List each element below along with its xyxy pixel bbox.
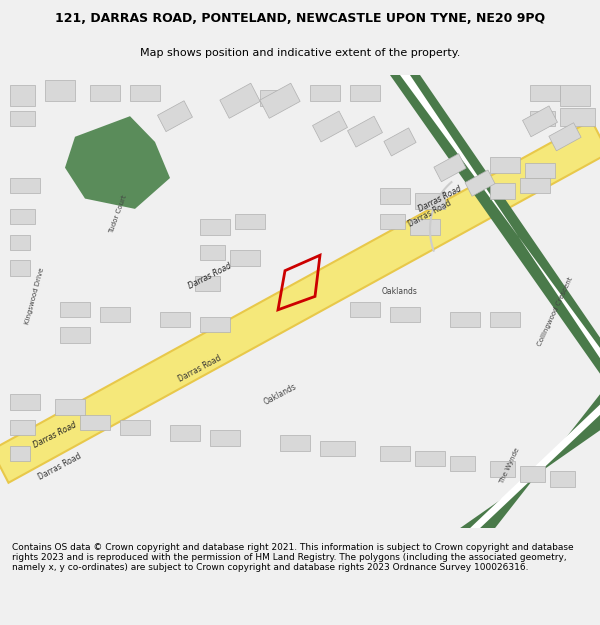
Polygon shape <box>490 158 520 173</box>
Polygon shape <box>10 85 35 106</box>
Polygon shape <box>320 441 355 456</box>
Polygon shape <box>10 178 40 193</box>
Polygon shape <box>10 446 30 461</box>
Polygon shape <box>380 188 410 204</box>
Polygon shape <box>60 301 90 317</box>
Polygon shape <box>434 154 466 182</box>
Polygon shape <box>465 170 495 196</box>
Polygon shape <box>415 193 445 209</box>
Polygon shape <box>200 245 225 261</box>
Polygon shape <box>10 209 35 224</box>
Text: Oaklands: Oaklands <box>262 382 298 407</box>
Text: Kingswood Drive: Kingswood Drive <box>25 268 46 326</box>
Polygon shape <box>490 312 520 328</box>
Polygon shape <box>549 122 581 151</box>
Polygon shape <box>60 328 90 342</box>
Polygon shape <box>530 111 555 126</box>
Polygon shape <box>45 80 75 101</box>
Text: Darras Road: Darras Road <box>32 421 78 450</box>
Text: Darras Road: Darras Road <box>187 261 233 291</box>
Polygon shape <box>560 108 595 126</box>
Polygon shape <box>313 111 347 142</box>
Polygon shape <box>384 128 416 156</box>
Text: Oaklands: Oaklands <box>382 287 418 296</box>
Text: Contains OS data © Crown copyright and database right 2021. This information is : Contains OS data © Crown copyright and d… <box>12 542 574 572</box>
Polygon shape <box>523 106 557 137</box>
Polygon shape <box>550 471 575 487</box>
Polygon shape <box>530 85 560 101</box>
Polygon shape <box>450 456 475 471</box>
Polygon shape <box>350 301 380 317</box>
Polygon shape <box>210 430 240 446</box>
Polygon shape <box>390 307 420 322</box>
Polygon shape <box>400 75 600 358</box>
Polygon shape <box>260 83 300 118</box>
Polygon shape <box>470 404 600 528</box>
Polygon shape <box>55 399 85 415</box>
Polygon shape <box>195 276 220 291</box>
Polygon shape <box>410 219 440 234</box>
Polygon shape <box>65 116 170 209</box>
Text: 121, DARRAS ROAD, PONTELAND, NEWCASTLE UPON TYNE, NE20 9PQ: 121, DARRAS ROAD, PONTELAND, NEWCASTLE U… <box>55 12 545 25</box>
Polygon shape <box>200 317 230 332</box>
Text: Collingwood Crescent: Collingwood Crescent <box>536 276 574 348</box>
Polygon shape <box>380 446 410 461</box>
Polygon shape <box>80 415 110 430</box>
Polygon shape <box>415 451 445 466</box>
Text: Darras Road: Darras Road <box>407 199 453 229</box>
Polygon shape <box>158 101 193 132</box>
Polygon shape <box>10 261 30 276</box>
Text: Tudor Court: Tudor Court <box>108 194 128 234</box>
Polygon shape <box>90 85 120 101</box>
Text: Darras Road: Darras Road <box>37 451 83 481</box>
Polygon shape <box>130 85 160 101</box>
Polygon shape <box>170 425 200 441</box>
Polygon shape <box>120 420 150 436</box>
Polygon shape <box>0 121 600 482</box>
Text: Darras Road: Darras Road <box>417 184 463 213</box>
Polygon shape <box>560 85 590 106</box>
Polygon shape <box>10 111 35 126</box>
Polygon shape <box>100 307 130 322</box>
Polygon shape <box>10 420 35 436</box>
Polygon shape <box>380 214 405 229</box>
Polygon shape <box>220 83 260 118</box>
Text: Darras Road: Darras Road <box>177 353 223 384</box>
Text: The Wynde: The Wynde <box>499 448 521 486</box>
Polygon shape <box>280 436 310 451</box>
Polygon shape <box>350 85 380 101</box>
Polygon shape <box>200 219 230 234</box>
Polygon shape <box>347 116 382 147</box>
Polygon shape <box>525 162 555 178</box>
Polygon shape <box>260 91 290 106</box>
Polygon shape <box>450 312 480 328</box>
Polygon shape <box>390 75 600 374</box>
Polygon shape <box>160 312 190 328</box>
Polygon shape <box>235 214 265 229</box>
Polygon shape <box>490 461 515 477</box>
Polygon shape <box>460 394 600 528</box>
Text: Map shows position and indicative extent of the property.: Map shows position and indicative extent… <box>140 48 460 58</box>
Polygon shape <box>230 250 260 266</box>
Polygon shape <box>490 183 515 199</box>
Polygon shape <box>520 178 550 193</box>
Polygon shape <box>520 466 545 482</box>
Polygon shape <box>310 85 340 101</box>
Polygon shape <box>10 394 40 410</box>
Polygon shape <box>10 234 30 250</box>
